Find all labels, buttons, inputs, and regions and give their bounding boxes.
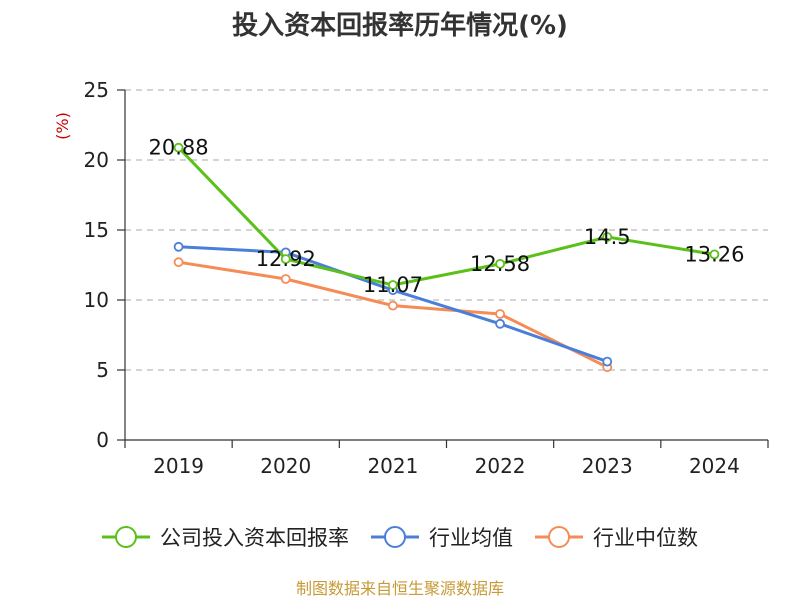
data-point bbox=[173, 257, 184, 268]
legend-label: 行业均值 bbox=[429, 526, 513, 550]
data-labels: 20.88 12.92 11.07 12.58 14.5 13.26 bbox=[149, 136, 745, 297]
data-point bbox=[173, 241, 184, 252]
legend-marker bbox=[115, 526, 137, 548]
legend-label: 行业中位数 bbox=[593, 526, 698, 550]
series-group bbox=[173, 142, 720, 373]
data-point bbox=[388, 280, 398, 290]
y-tick-label: 0 bbox=[96, 428, 109, 452]
data-label: 11.07 bbox=[363, 273, 423, 297]
y-tick-label: 15 bbox=[84, 218, 109, 242]
data-point bbox=[280, 254, 291, 265]
grid-lines bbox=[125, 89, 768, 371]
legend-item[interactable]: 公司投入资本回报率 bbox=[102, 526, 349, 550]
data-point bbox=[173, 142, 184, 153]
data-point bbox=[495, 309, 505, 319]
legend-item[interactable]: 行业中位数 bbox=[535, 526, 698, 550]
data-point bbox=[495, 318, 505, 329]
legend-marker bbox=[548, 526, 570, 548]
x-tick-label: 2019 bbox=[153, 454, 204, 478]
x-tick-label: 2020 bbox=[260, 454, 311, 478]
legend-item[interactable]: 行业均值 bbox=[371, 526, 513, 550]
y-axis-unit: (%) bbox=[53, 112, 72, 140]
x-tick-label: 2024 bbox=[689, 454, 740, 478]
data-point bbox=[709, 249, 720, 260]
x-tick-label: 2021 bbox=[367, 454, 418, 478]
data-point bbox=[388, 300, 398, 311]
y-tick-label: 10 bbox=[84, 288, 109, 312]
data-label: 13.26 bbox=[684, 242, 744, 266]
data-point bbox=[280, 274, 291, 284]
x-tick-label: 2023 bbox=[582, 454, 633, 478]
chart-title: 投入资本回报率历年情况(%) bbox=[232, 10, 568, 41]
data-label: 20.88 bbox=[149, 136, 209, 160]
data-label: 14.5 bbox=[584, 225, 631, 249]
data-point bbox=[495, 258, 505, 269]
legend-label: 公司投入资本回报率 bbox=[160, 526, 349, 550]
x-tick-label: 2022 bbox=[475, 454, 526, 478]
legend-marker bbox=[384, 526, 406, 548]
source-note: 制图数据来自恒生聚源数据库 bbox=[296, 579, 504, 598]
y-tick-label: 25 bbox=[84, 78, 109, 102]
data-point bbox=[602, 356, 613, 367]
series-line bbox=[177, 146, 716, 287]
legend[interactable]: 公司投入资本回报率 行业均值 行业中位数 bbox=[102, 526, 698, 550]
data-label: 12.92 bbox=[256, 247, 316, 271]
axes: 0 5 10 15 20 25 2019 2020 2021 2022 2023 2024 bbox=[84, 78, 769, 478]
y-tick-label: 20 bbox=[84, 148, 109, 172]
y-tick-label: 5 bbox=[96, 358, 109, 382]
data-label: 12.58 bbox=[470, 252, 530, 276]
data-point bbox=[602, 232, 613, 242]
